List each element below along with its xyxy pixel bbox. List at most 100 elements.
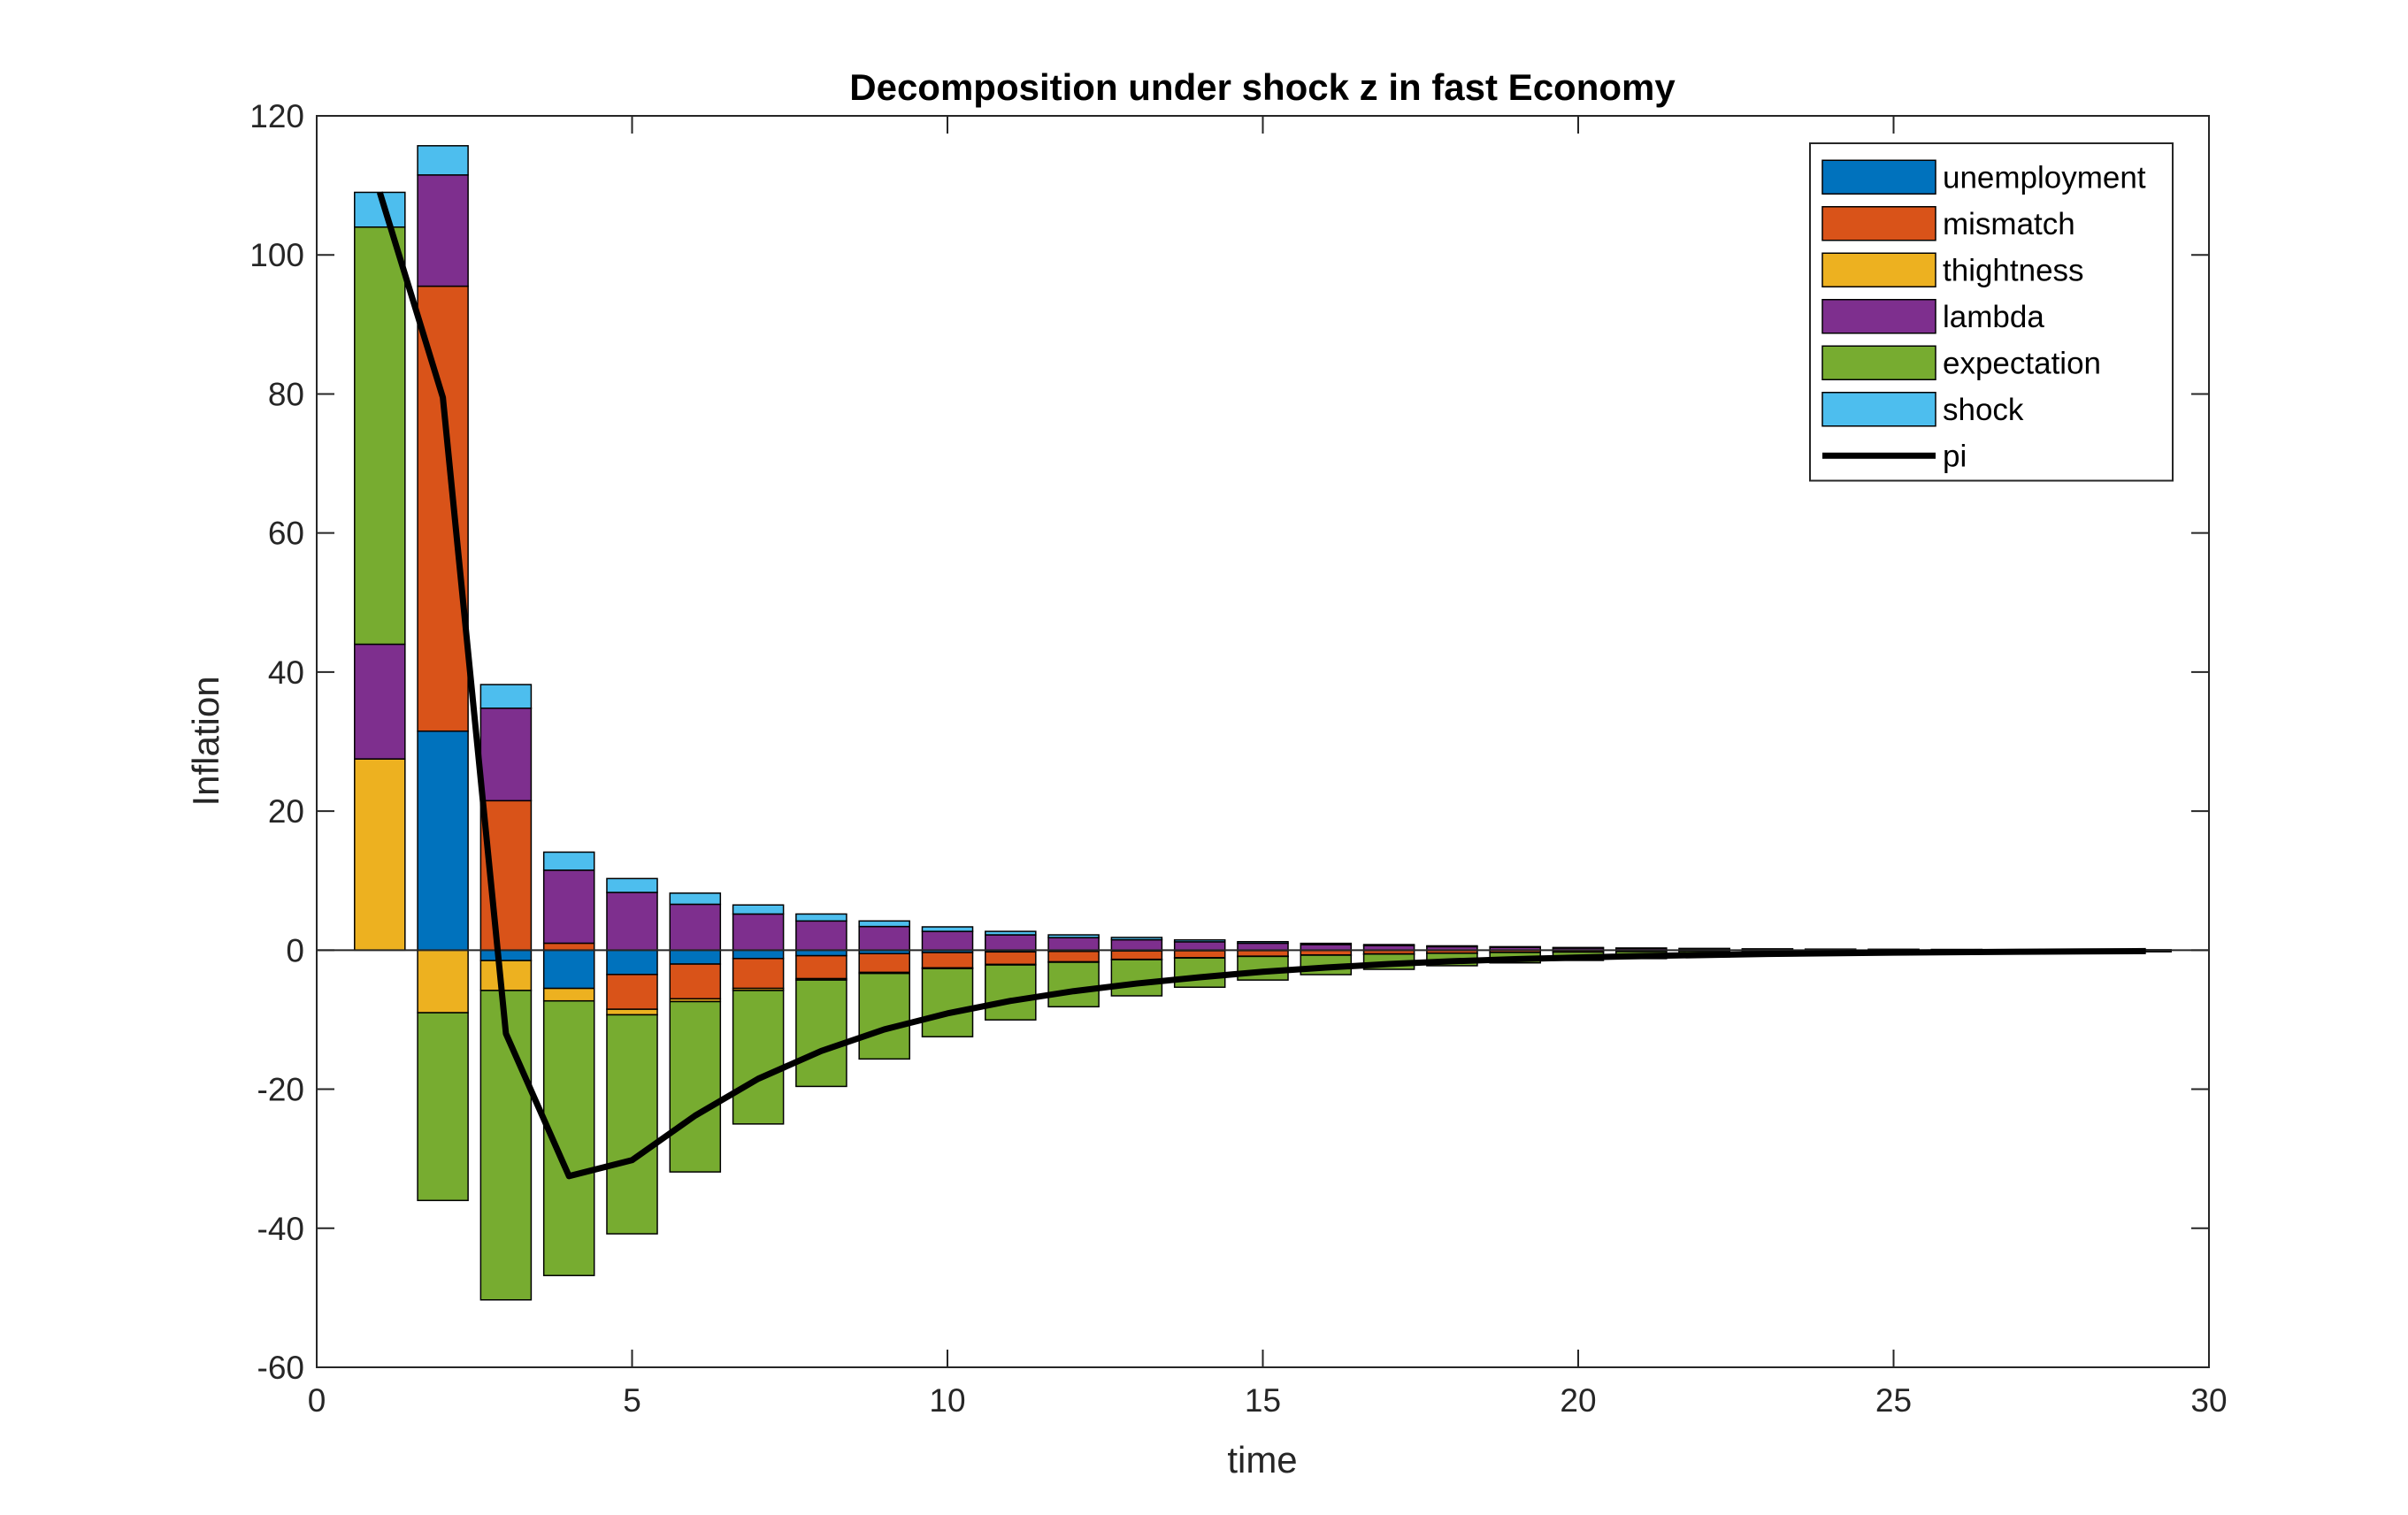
bar-expectation-t3 bbox=[479, 990, 533, 1301]
bar-expectation-t7 bbox=[732, 990, 785, 1125]
bar-unemployment-t7 bbox=[732, 949, 785, 960]
bar-mismatch-t6 bbox=[669, 963, 722, 1000]
legend-label-unemployment: unemployment bbox=[1943, 160, 2146, 195]
x-tick-label: 5 bbox=[623, 1382, 641, 1419]
bar-shock-t20 bbox=[1552, 946, 1605, 949]
bar-mismatch-t16 bbox=[1300, 949, 1353, 956]
y-tick-label: 80 bbox=[268, 376, 304, 412]
bar-shock-t8 bbox=[795, 913, 847, 922]
bar-lambda-t7 bbox=[732, 913, 785, 952]
y-axis-label: Inflation bbox=[185, 676, 226, 806]
bar-lambda-t1 bbox=[354, 643, 406, 760]
bar-shock-t7 bbox=[732, 904, 785, 915]
bar-unemployment-t5 bbox=[606, 949, 658, 976]
bar-shock-t2 bbox=[417, 145, 469, 176]
bar-lambda-t3 bbox=[479, 708, 533, 802]
bar-expectation-t8 bbox=[795, 979, 847, 1088]
bar-thightness-t4 bbox=[542, 987, 595, 1002]
bar-lambda-t9 bbox=[858, 925, 910, 952]
bar-shock-t9 bbox=[858, 920, 910, 928]
y-tick-label: 0 bbox=[286, 932, 304, 968]
legend: unemployment mismatch thightness lambda expe… bbox=[1809, 142, 2174, 482]
bar-mismatch-t7 bbox=[732, 958, 785, 990]
bar-shock-t16 bbox=[1300, 942, 1353, 945]
y-tick-label: 60 bbox=[268, 516, 304, 552]
x-tick-label: 20 bbox=[1560, 1382, 1596, 1419]
bar-lambda-t11 bbox=[985, 934, 1037, 952]
bar-shock-t15 bbox=[1237, 940, 1289, 945]
bar-shock-t21 bbox=[1615, 947, 1668, 950]
pi-line-group bbox=[376, 191, 2146, 1180]
bar-expectation-t12 bbox=[1047, 961, 1100, 1008]
bar-mismatch-t5 bbox=[606, 974, 658, 1010]
bar-shock-t13 bbox=[1110, 937, 1163, 941]
bar-mismatch-t8 bbox=[795, 954, 847, 980]
legend-label-thightness: thightness bbox=[1943, 253, 2084, 287]
bar-mismatch-t14 bbox=[1173, 950, 1226, 959]
bar-expectation-t10 bbox=[921, 968, 974, 1037]
legend-swatch-expectation bbox=[1821, 345, 1936, 380]
bar-lambda-t5 bbox=[606, 891, 658, 952]
legend-swatch-mismatch bbox=[1821, 206, 1936, 241]
bar-shock-t11 bbox=[985, 930, 1037, 936]
bar-mismatch-t13 bbox=[1110, 950, 1163, 960]
bar-lambda-t8 bbox=[795, 920, 847, 952]
bar-mismatch-t15 bbox=[1237, 950, 1289, 957]
bar-shock-t18 bbox=[1426, 945, 1478, 948]
bar-shock-t22 bbox=[1678, 947, 1730, 950]
y-tick-label: 120 bbox=[249, 98, 304, 134]
bar-shock-t5 bbox=[606, 877, 658, 893]
bar-expectation-t11 bbox=[985, 964, 1037, 1021]
bar-mismatch-t2 bbox=[417, 285, 469, 732]
bar-shock-t10 bbox=[921, 926, 974, 932]
legend-swatch-thightness bbox=[1821, 252, 1936, 287]
bar-expectation-t2 bbox=[417, 1012, 469, 1202]
bar-shock-t14 bbox=[1173, 939, 1226, 943]
x-axis-label: time bbox=[1227, 1439, 1297, 1481]
bar-shock-t19 bbox=[1489, 945, 1541, 948]
bar-thightness-t3 bbox=[479, 960, 533, 991]
bar-shock-t3 bbox=[479, 684, 533, 709]
bar-mismatch-t10 bbox=[921, 952, 974, 969]
bar-lambda-t10 bbox=[921, 930, 974, 952]
legend-label-lambda: lambda bbox=[1943, 300, 2044, 334]
bar-shock-t1 bbox=[354, 191, 406, 228]
bar-expectation-t13 bbox=[1110, 959, 1163, 997]
legend-label-shock: shock bbox=[1943, 393, 2024, 427]
legend-swatch-unemployment bbox=[1821, 159, 1936, 195]
bar-lambda-t12 bbox=[1047, 937, 1100, 952]
bar-mismatch-t4 bbox=[542, 942, 595, 952]
bar-expectation-t6 bbox=[669, 1000, 722, 1173]
x-tick-label: 25 bbox=[1875, 1382, 1912, 1419]
legend-swatch-shock bbox=[1821, 392, 1936, 427]
y-tick-label: 100 bbox=[249, 237, 304, 273]
x-tick-label: 0 bbox=[308, 1382, 326, 1419]
bar-shock-t4 bbox=[542, 851, 595, 871]
bar-thightness-t2 bbox=[417, 949, 469, 1014]
bar-unemployment-t3 bbox=[479, 949, 533, 961]
bar-mismatch-t12 bbox=[1047, 950, 1100, 963]
y-tick-label: -40 bbox=[257, 1211, 304, 1247]
legend-label-expectation: expectation bbox=[1943, 346, 2101, 380]
bar-unemployment-t6 bbox=[669, 949, 722, 965]
bar-expectation-t5 bbox=[606, 1014, 658, 1235]
bar-mismatch-t9 bbox=[858, 953, 910, 974]
bar-shock-t6 bbox=[669, 892, 722, 906]
y-tick-label: 40 bbox=[268, 654, 304, 691]
y-tick-label: 20 bbox=[268, 793, 304, 830]
y-tick-label: -20 bbox=[257, 1072, 304, 1108]
bar-lambda-t15 bbox=[1237, 942, 1289, 952]
bar-expectation-t1 bbox=[354, 226, 406, 646]
bar-lambda-t2 bbox=[417, 174, 469, 287]
legend-label-pi: pi bbox=[1943, 439, 1967, 473]
bar-thightness-t5 bbox=[606, 1008, 658, 1016]
bar-lambda-t13 bbox=[1110, 938, 1163, 952]
bar-mismatch-t11 bbox=[985, 951, 1037, 966]
bar-shock-t23 bbox=[1741, 948, 1794, 951]
y-tick-label: -60 bbox=[257, 1350, 304, 1386]
x-tick-label: 15 bbox=[1245, 1382, 1281, 1419]
bar-expectation-t9 bbox=[858, 972, 910, 1060]
chart-title: Decomposition under shock z in fast Econ… bbox=[849, 66, 1676, 108]
bar-thightness-t1 bbox=[354, 758, 406, 952]
